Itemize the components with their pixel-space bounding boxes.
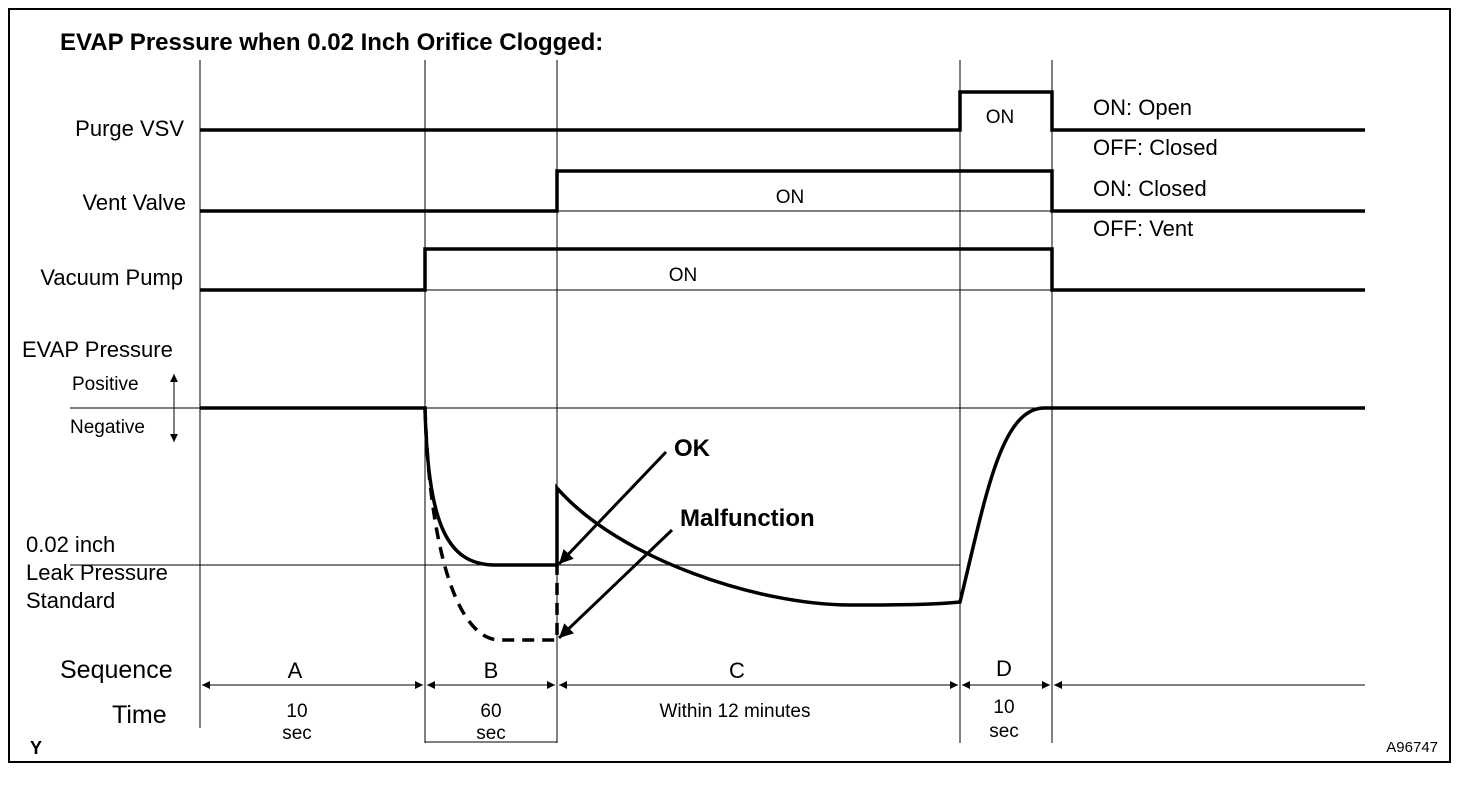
phase-name: B [484,658,499,683]
state-label: ON [986,107,1015,128]
phase-time: sec [476,723,506,744]
malfunction-arrow [557,528,674,640]
legend-text: OFF: Closed [1093,135,1218,160]
phase-time: 10 [993,697,1014,718]
phase-time: sec [282,723,312,744]
signal-label: Vent Valve [82,190,186,215]
ok-arrow [557,450,668,566]
grid [70,60,1365,743]
pressure-label: EVAP Pressure [22,337,173,362]
phase-time: Within 12 minutes [659,701,810,722]
legend-text: ON: Open [1093,95,1192,120]
ok-label: OK [674,435,711,462]
state-label: ON [776,187,805,208]
phase-time: 10 [286,701,307,722]
phase-name: A [288,658,303,683]
standard-label: 0.02 inch [26,532,115,557]
signal-traces [200,90,1365,642]
time-label: Time [112,701,167,729]
corner-mark: Y [30,738,42,758]
phase-time: sec [989,721,1019,742]
phase-name: C [729,658,745,683]
legend-text: ON: Closed [1093,176,1207,201]
positive-label: Positive [72,374,139,395]
signal-label: Purge VSV [75,116,184,141]
title: EVAP Pressure when 0.02 Inch Orifice Clo… [60,29,603,56]
signal-label: Vacuum Pump [40,265,183,290]
state-label: ON [669,265,698,286]
phase-name: D [996,656,1012,681]
negative-label: Negative [70,417,145,438]
standard-label: Leak Pressure [26,560,168,585]
figure-id: A96747 [1386,739,1438,756]
standard-label: Standard [26,588,115,613]
legend-text: OFF: Vent [1093,216,1193,241]
phase-time: 60 [480,701,501,722]
frame [8,8,1451,763]
sequence-label: Sequence [60,656,173,684]
malfunction-label: Malfunction [680,505,815,532]
